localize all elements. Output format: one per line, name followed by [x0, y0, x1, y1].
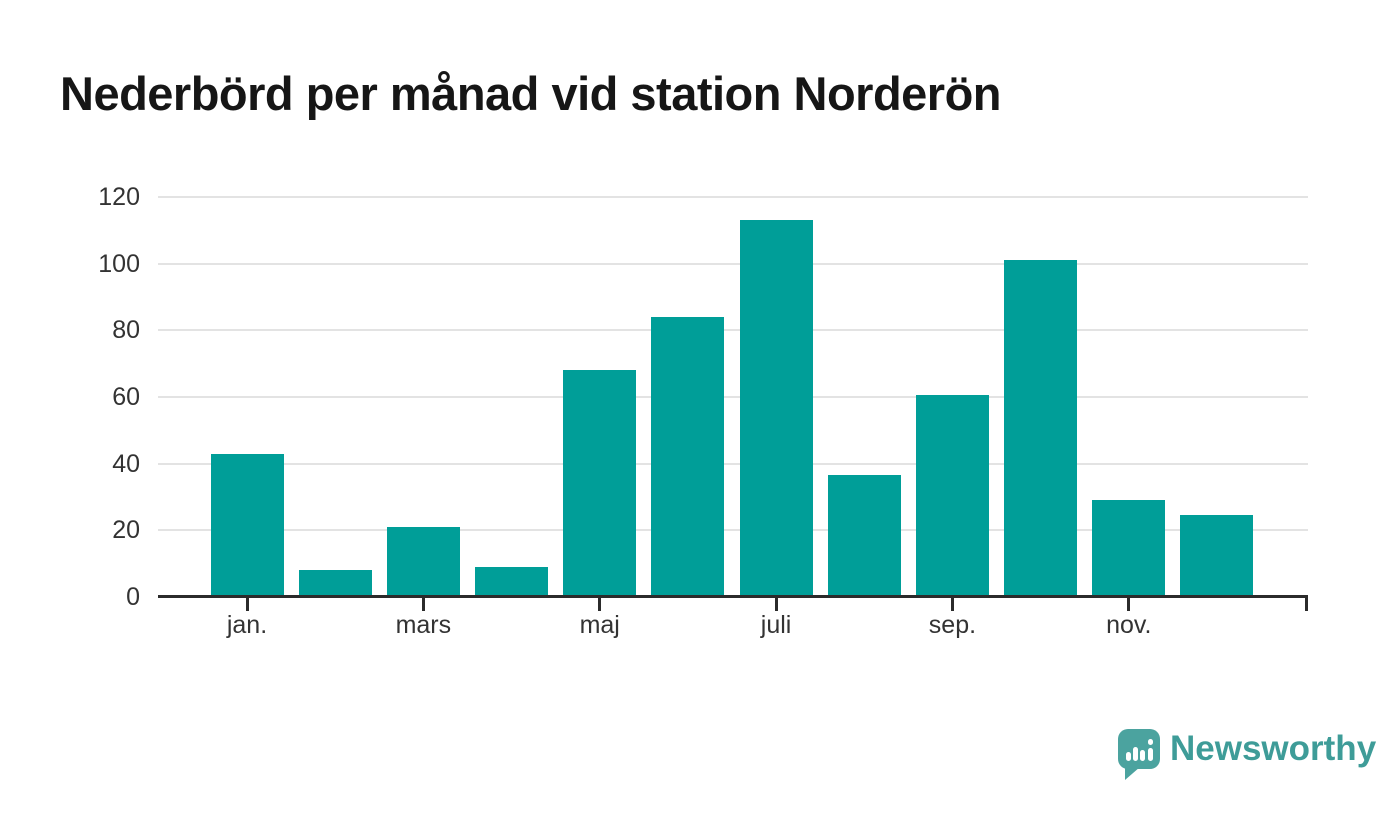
bar-dec: [1180, 515, 1254, 597]
x-axis-label-jan: jan.: [226, 611, 268, 639]
x-axis-end-tick: [1305, 598, 1308, 611]
bar-maj: [563, 370, 637, 597]
bar-juni: [651, 317, 725, 597]
gridline-40: [158, 462, 1308, 465]
x-axis-tick-juli: [774, 598, 778, 611]
gridline-100: [158, 262, 1308, 265]
x-axis-tick-mars: [421, 598, 425, 611]
icon-exclamation-bar: [1148, 748, 1153, 761]
bar-sep: [915, 395, 989, 597]
y-axis-label: 40: [112, 449, 140, 478]
bar-apr: [475, 567, 549, 597]
gridline-80: [158, 329, 1308, 332]
y-axis-label: 20: [112, 516, 140, 545]
y-axis-label: 120: [98, 183, 140, 211]
y-axis-label: 60: [112, 383, 140, 411]
x-axis-label-mars: mars: [395, 611, 452, 639]
chart-title: Nederbörd per månad vid station Norderön: [60, 67, 1002, 120]
x-axis-tick-sep: [950, 598, 954, 611]
icon-mini-bar-3: [1140, 750, 1145, 761]
plot-area: 0 20 40 60 80 100 120 jan. mars maj juli sep. nov.: [98, 183, 1308, 639]
bar-jan: [210, 453, 284, 597]
y-axis-label: 100: [98, 249, 140, 278]
newsworthy-wordmark: Newsworthy: [1170, 729, 1377, 768]
icon-exclamation-dot: [1148, 739, 1153, 745]
gridline-120: [158, 196, 1308, 198]
bar-aug: [827, 475, 901, 597]
bar-juli: [739, 220, 813, 597]
y-axis-label: 80: [112, 316, 140, 345]
x-axis-label-nov: nov.: [1106, 611, 1152, 639]
gridline-60: [158, 396, 1308, 398]
x-axis-line: [158, 595, 1308, 598]
x-axis-tick-jan: [245, 598, 249, 611]
x-axis-label-juli: juli: [760, 611, 792, 639]
gridline-20: [158, 529, 1308, 532]
icon-speech-tail: [1125, 767, 1140, 780]
bar-nov: [1092, 500, 1166, 597]
newsworthy-speech-bubble-bar-chart-icon: [1118, 729, 1160, 780]
x-axis-label-maj: maj: [579, 611, 620, 639]
icon-mini-bar-1: [1126, 752, 1131, 761]
x-axis-tick-nov: [1127, 598, 1131, 611]
bar-okt: [1004, 260, 1078, 597]
icon-mini-bar-2: [1133, 747, 1138, 761]
x-axis-label-sep: sep.: [928, 611, 977, 639]
y-axis-label: 0: [126, 583, 140, 611]
x-axis-tick-maj: [598, 598, 602, 611]
bar-feb: [298, 570, 372, 597]
bar-mars: [386, 527, 460, 597]
